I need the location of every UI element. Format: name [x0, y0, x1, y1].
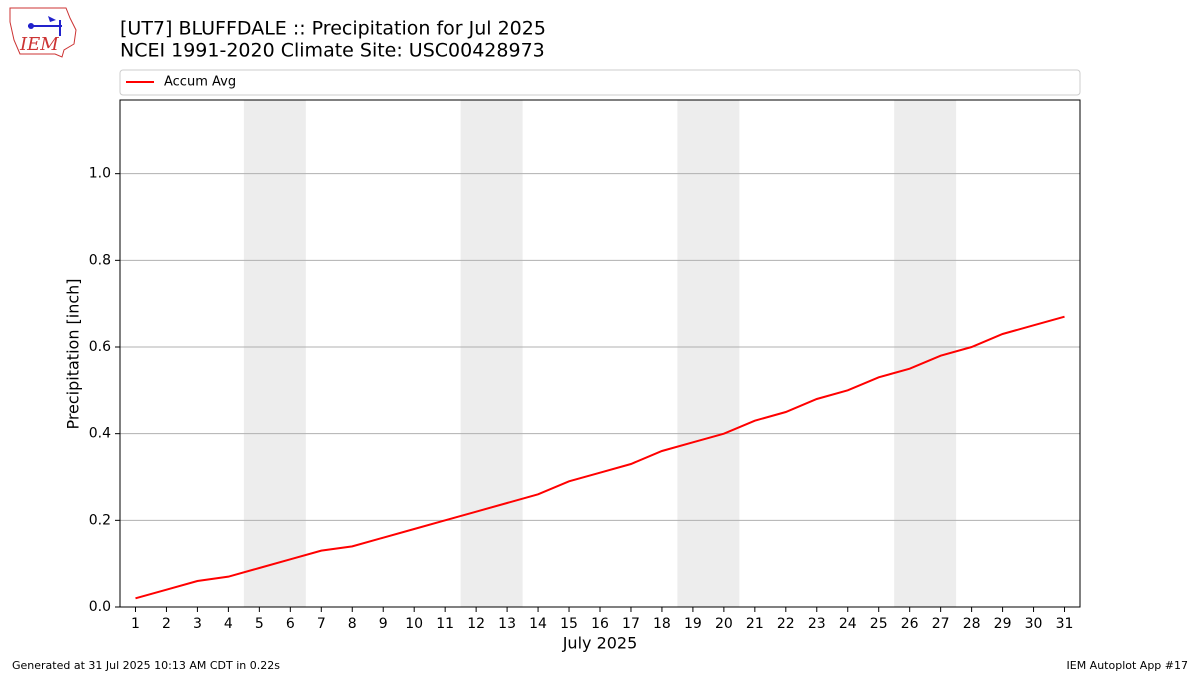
weekend-shade: [460, 100, 523, 607]
x-tick-label: 15: [560, 616, 578, 632]
y-tick-label: 1.0: [89, 166, 111, 182]
x-tick-label: 30: [1025, 616, 1043, 632]
x-tick-label: 13: [498, 616, 516, 632]
y-tick-label: 0.0: [89, 599, 111, 615]
chart-title: [UT7] BLUFFDALE :: Precipitation for Jul…: [120, 18, 546, 40]
x-tick-label: 5: [255, 616, 264, 632]
y-tick-label: 0.8: [89, 252, 111, 268]
x-tick-label: 21: [746, 616, 764, 632]
x-tick-label: 3: [193, 616, 202, 632]
x-tick-label: 20: [715, 616, 733, 632]
x-tick-label: 22: [777, 616, 795, 632]
x-tick-label: 31: [1056, 616, 1074, 632]
x-tick-label: 11: [436, 616, 454, 632]
logo-text: IEM: [19, 34, 59, 55]
x-tick-label: 8: [348, 616, 357, 632]
x-tick-label: 25: [870, 616, 888, 632]
x-tick-label: 24: [839, 616, 857, 632]
x-tick-label: 17: [622, 616, 640, 632]
weekend-shade: [677, 100, 740, 607]
x-tick-label: 2: [162, 616, 171, 632]
x-tick-label: 12: [467, 616, 485, 632]
logo: IEM: [9, 7, 77, 58]
x-tick-label: 26: [901, 616, 919, 632]
x-axis-label: July 2025: [562, 634, 638, 653]
x-tick-label: 29: [994, 616, 1012, 632]
y-tick-label: 0.4: [89, 426, 111, 442]
footer-left: Generated at 31 Jul 2025 10:13 AM CDT in…: [12, 659, 280, 672]
x-tick-label: 4: [224, 616, 233, 632]
x-tick-label: 23: [808, 616, 826, 632]
x-tick-label: 10: [405, 616, 423, 632]
y-tick-label: 0.2: [89, 512, 111, 528]
legend-box: [119, 69, 1081, 96]
x-tick-label: 9: [379, 616, 388, 632]
x-tick-label: 6: [286, 616, 295, 632]
x-tick-label: 1: [131, 616, 140, 632]
footer-right: IEM Autoplot App #17: [1067, 659, 1189, 672]
legend-label: Accum Avg: [164, 75, 236, 90]
x-tick-label: 27: [932, 616, 950, 632]
data-line: [135, 315, 1065, 600]
chart-subtitle: NCEI 1991-2020 Climate Site: USC00428973: [120, 40, 545, 62]
plot-frame: [119, 99, 1081, 608]
x-tick-label: 14: [529, 616, 547, 632]
x-tick-label: 16: [591, 616, 609, 632]
x-tick-label: 18: [653, 616, 671, 632]
weekend-shade: [243, 100, 306, 607]
x-tick-label: 28: [963, 616, 981, 632]
y-axis-label: Precipitation [inch]: [64, 278, 83, 429]
y-tick-label: 0.6: [89, 339, 111, 355]
x-tick-label: 7: [317, 616, 326, 632]
x-tick-label: 19: [684, 616, 702, 632]
